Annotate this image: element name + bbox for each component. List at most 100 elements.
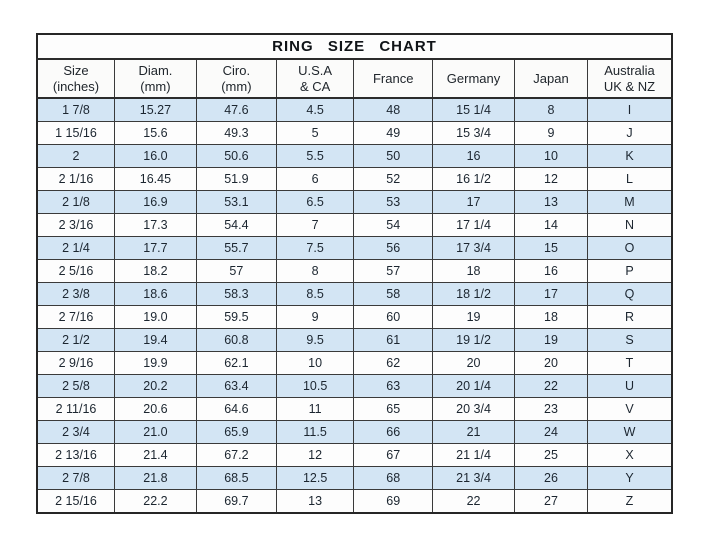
cell-size-inches: 2 1/2 xyxy=(36,328,115,352)
cell-diam-mm: 19.9 xyxy=(113,351,197,375)
cell-japan: 25 xyxy=(513,443,589,467)
ring-size-chart-table: RING SIZE CHART Size (inches) Diam. (mm) Cir… xyxy=(36,33,673,514)
cell-diam-mm: 21.8 xyxy=(113,466,197,490)
cell-germany: 17 xyxy=(432,190,515,214)
cell-usa-ca: 6 xyxy=(275,167,355,191)
cell-size-inches: 2 1/16 xyxy=(36,167,115,191)
cell-ciro-mm: 67.2 xyxy=(195,443,277,467)
cell-japan: 18 xyxy=(513,305,589,329)
cell-usa-ca: 10.5 xyxy=(275,374,355,398)
table-row: 2 1/2 19.4 60.8 9.5 61 19 1/2 19 S xyxy=(36,328,673,352)
cell-usa-ca: 8.5 xyxy=(275,282,355,306)
cell-japan: 27 xyxy=(513,489,589,514)
cell-size-inches: 2 5/16 xyxy=(36,259,115,283)
cell-ciro-mm: 59.5 xyxy=(195,305,277,329)
cell-usa-ca: 4.5 xyxy=(275,97,355,122)
table-row: 2 5/16 18.2 57 8 57 18 16 P xyxy=(36,259,673,283)
table-row: 2 1/4 17.7 55.7 7.5 56 17 3/4 15 O xyxy=(36,236,673,260)
cell-australia-uk-nz: W xyxy=(587,420,673,444)
cell-japan: 13 xyxy=(513,190,589,214)
cell-australia-uk-nz: Y xyxy=(587,466,673,490)
chart-title-row: RING SIZE CHART xyxy=(36,33,673,60)
cell-france: 60 xyxy=(353,305,434,329)
cell-australia-uk-nz: L xyxy=(587,167,673,191)
cell-germany: 17 1/4 xyxy=(432,213,515,237)
cell-australia-uk-nz: I xyxy=(587,97,673,122)
cell-australia-uk-nz: N xyxy=(587,213,673,237)
cell-size-inches: 2 9/16 xyxy=(36,351,115,375)
cell-australia-uk-nz: J xyxy=(587,121,673,145)
column-header-diam-mm: Diam. (mm) xyxy=(113,58,197,99)
cell-usa-ca: 10 xyxy=(275,351,355,375)
cell-germany: 18 1/2 xyxy=(432,282,515,306)
table-row: 2 1/16 16.45 51.9 6 52 16 1/2 12 L xyxy=(36,167,673,191)
cell-ciro-mm: 58.3 xyxy=(195,282,277,306)
cell-size-inches: 1 7/8 xyxy=(36,97,115,122)
cell-france: 62 xyxy=(353,351,434,375)
cell-japan: 17 xyxy=(513,282,589,306)
cell-ciro-mm: 49.3 xyxy=(195,121,277,145)
cell-size-inches: 2 7/16 xyxy=(36,305,115,329)
cell-size-inches: 2 7/8 xyxy=(36,466,115,490)
cell-usa-ca: 9 xyxy=(275,305,355,329)
cell-australia-uk-nz: Q xyxy=(587,282,673,306)
cell-australia-uk-nz: O xyxy=(587,236,673,260)
cell-diam-mm: 15.27 xyxy=(113,97,197,122)
cell-diam-mm: 16.0 xyxy=(113,144,197,168)
column-header-usa-ca: U.S.A & CA xyxy=(275,58,355,99)
table-row: 2 3/16 17.3 54.4 7 54 17 1/4 14 N xyxy=(36,213,673,237)
cell-ciro-mm: 55.7 xyxy=(195,236,277,260)
cell-germany: 17 3/4 xyxy=(432,236,515,260)
cell-france: 52 xyxy=(353,167,434,191)
cell-japan: 15 xyxy=(513,236,589,260)
cell-ciro-mm: 68.5 xyxy=(195,466,277,490)
cell-australia-uk-nz: K xyxy=(587,144,673,168)
cell-germany: 19 xyxy=(432,305,515,329)
cell-japan: 10 xyxy=(513,144,589,168)
cell-diam-mm: 18.2 xyxy=(113,259,197,283)
cell-germany: 21 xyxy=(432,420,515,444)
cell-australia-uk-nz: U xyxy=(587,374,673,398)
cell-usa-ca: 7.5 xyxy=(275,236,355,260)
table-row: 2 7/16 19.0 59.5 9 60 19 18 R xyxy=(36,305,673,329)
cell-usa-ca: 5.5 xyxy=(275,144,355,168)
cell-ciro-mm: 53.1 xyxy=(195,190,277,214)
table-body: 1 7/8 15.27 47.6 4.5 48 15 1/4 8 I 1 15/16 15.6 49… xyxy=(36,97,673,514)
cell-australia-uk-nz: R xyxy=(587,305,673,329)
cell-france: 63 xyxy=(353,374,434,398)
cell-ciro-mm: 64.6 xyxy=(195,397,277,421)
cell-australia-uk-nz: M xyxy=(587,190,673,214)
cell-diam-mm: 16.45 xyxy=(113,167,197,191)
cell-france: 57 xyxy=(353,259,434,283)
cell-size-inches: 2 3/16 xyxy=(36,213,115,237)
cell-germany: 19 1/2 xyxy=(432,328,515,352)
cell-japan: 19 xyxy=(513,328,589,352)
cell-usa-ca: 12 xyxy=(275,443,355,467)
table-row: 2 11/16 20.6 64.6 11 65 20 3/4 23 V xyxy=(36,397,673,421)
cell-japan: 12 xyxy=(513,167,589,191)
cell-usa-ca: 8 xyxy=(275,259,355,283)
cell-ciro-mm: 63.4 xyxy=(195,374,277,398)
cell-ciro-mm: 62.1 xyxy=(195,351,277,375)
cell-ciro-mm: 50.6 xyxy=(195,144,277,168)
cell-diam-mm: 19.0 xyxy=(113,305,197,329)
cell-france: 61 xyxy=(353,328,434,352)
table-row: 2 16.0 50.6 5.5 50 16 10 K xyxy=(36,144,673,168)
cell-france: 49 xyxy=(353,121,434,145)
table-row: 2 5/8 20.2 63.4 10.5 63 20 1/4 22 U xyxy=(36,374,673,398)
cell-ciro-mm: 65.9 xyxy=(195,420,277,444)
cell-size-inches: 2 15/16 xyxy=(36,489,115,514)
cell-usa-ca: 5 xyxy=(275,121,355,145)
cell-australia-uk-nz: P xyxy=(587,259,673,283)
cell-usa-ca: 11.5 xyxy=(275,420,355,444)
cell-australia-uk-nz: V xyxy=(587,397,673,421)
cell-usa-ca: 12.5 xyxy=(275,466,355,490)
cell-diam-mm: 20.6 xyxy=(113,397,197,421)
cell-japan: 26 xyxy=(513,466,589,490)
cell-germany: 21 3/4 xyxy=(432,466,515,490)
table-row: 1 15/16 15.6 49.3 5 49 15 3/4 9 J xyxy=(36,121,673,145)
cell-diam-mm: 20.2 xyxy=(113,374,197,398)
cell-australia-uk-nz: Z xyxy=(587,489,673,514)
cell-germany: 20 1/4 xyxy=(432,374,515,398)
table-row: 2 7/8 21.8 68.5 12.5 68 21 3/4 26 Y xyxy=(36,466,673,490)
